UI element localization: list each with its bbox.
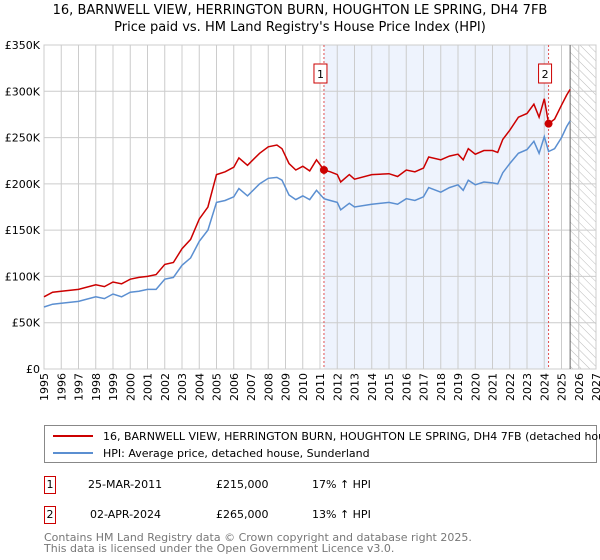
marker-label: 1 xyxy=(317,68,324,81)
x-tick-label: 2009 xyxy=(280,373,293,401)
x-tick-label: 2016 xyxy=(400,373,413,401)
x-tick-label: 2002 xyxy=(159,373,172,401)
x-tick-label: 2027 xyxy=(590,373,600,401)
x-tick-label: 2012 xyxy=(331,373,344,401)
y-tick-label: £200K xyxy=(5,178,41,191)
x-tick-label: 2021 xyxy=(487,373,500,401)
hpi-line xyxy=(43,120,571,308)
x-tick-label: 2000 xyxy=(124,373,137,401)
legend-item-property: 16, BARNWELL VIEW, HERRINGTON BURN, HOUG… xyxy=(53,428,600,444)
x-tick-label: 2011 xyxy=(314,373,327,401)
sale-point xyxy=(319,165,328,174)
sale-point xyxy=(544,119,553,128)
x-tick-label: 2003 xyxy=(176,373,189,401)
x-tick-label: 1998 xyxy=(90,373,103,401)
transaction-price: £265,000 xyxy=(216,508,269,521)
x-tick-label: 2022 xyxy=(504,373,517,401)
forecast-hatch xyxy=(570,45,596,369)
x-tick-label: 1996 xyxy=(55,373,68,401)
transaction-hpi: 17% ↑ HPI xyxy=(312,478,371,491)
legend-swatch-red xyxy=(53,435,93,437)
y-tick-label: £350K xyxy=(5,39,41,52)
footer-copyright: Contains HM Land Registry data © Crown c… xyxy=(44,531,472,544)
x-tick-label: 1997 xyxy=(73,373,86,401)
x-tick-label: 2014 xyxy=(366,373,379,401)
chart-subtitle: Price paid vs. HM Land Registry's House … xyxy=(114,20,486,35)
legend-swatch-blue xyxy=(53,452,93,454)
x-tick-label: 2004 xyxy=(193,373,206,401)
y-tick-label: £150K xyxy=(5,224,41,237)
x-tick-label: 2024 xyxy=(538,373,551,401)
transaction-hpi: 13% ↑ HPI xyxy=(312,508,371,521)
x-tick-label: 2019 xyxy=(452,373,465,401)
x-tick-label: 1999 xyxy=(107,373,120,401)
x-tick-label: 2017 xyxy=(418,373,431,401)
x-tick-label: 2001 xyxy=(142,373,155,401)
y-tick-label: £50K xyxy=(12,317,41,330)
chart-title: 16, BARNWELL VIEW, HERRINGTON BURN, HOUG… xyxy=(52,3,548,18)
legend-label: 16, BARNWELL VIEW, HERRINGTON BURN, HOUG… xyxy=(103,429,600,443)
x-tick-label: 2018 xyxy=(435,373,448,401)
transaction-price: £215,000 xyxy=(216,478,269,491)
transaction-badge: 2 xyxy=(44,506,56,524)
transaction-date: 25-MAR-2011 xyxy=(88,478,163,491)
transaction-date: 02-APR-2024 xyxy=(90,508,162,521)
x-tick-label: 2005 xyxy=(211,373,224,401)
transaction-badge: 1 xyxy=(44,476,56,494)
x-tick-label: 2008 xyxy=(262,373,275,401)
shaded-period xyxy=(323,45,549,369)
marker-badge xyxy=(313,63,328,84)
price-chart: 1995 1996 1997 1998 1999 2000 2001 2002 2003 2004… xyxy=(5,39,600,401)
y-tick-label: £100K xyxy=(5,270,41,283)
x-tick-label: 2010 xyxy=(297,373,310,401)
x-tick-label: 2006 xyxy=(228,373,241,401)
marker-badge xyxy=(538,63,553,84)
x-tick-label: 2015 xyxy=(383,373,396,401)
x-tick-label: 2013 xyxy=(349,373,362,401)
legend: 16, BARNWELL VIEW, HERRINGTON BURN, HOUG… xyxy=(44,425,600,463)
legend-item-hpi: HPI: Average price, detached house, Sund… xyxy=(53,445,370,461)
plot-border xyxy=(43,44,597,370)
y-tick-label: £250K xyxy=(5,132,41,145)
footer-licence: This data is licensed under the Open Gov… xyxy=(44,542,395,555)
x-tick-label: 1995 xyxy=(38,373,51,401)
y-tick-label: £0 xyxy=(26,363,40,376)
x-tick-label: 2023 xyxy=(521,373,534,401)
x-tick-label: 2020 xyxy=(469,373,482,401)
y-tick-label: £300K xyxy=(5,85,41,98)
legend-label: HPI: Average price, detached house, Sund… xyxy=(103,446,370,460)
x-tick-label: 2025 xyxy=(556,373,569,401)
x-tick-label: 2007 xyxy=(245,373,258,401)
marker-label: 2 xyxy=(542,68,549,81)
x-tick-label: 2026 xyxy=(573,373,586,401)
